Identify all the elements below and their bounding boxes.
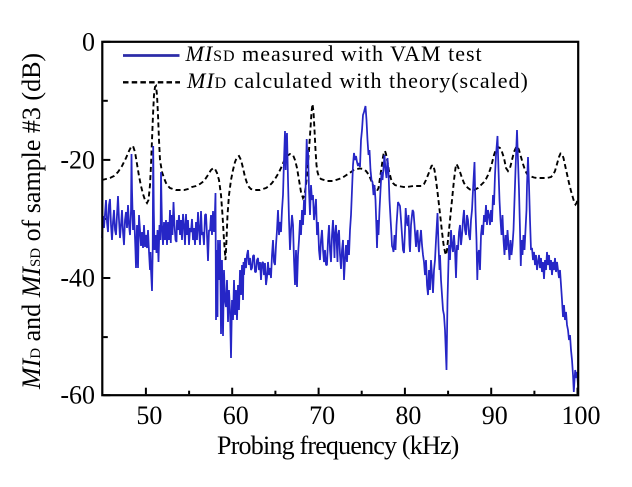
svg-text:90: 90 bbox=[482, 401, 508, 430]
svg-text:80: 80 bbox=[395, 401, 421, 430]
svg-text:-40: -40 bbox=[60, 264, 95, 293]
svg-text:100: 100 bbox=[562, 401, 601, 430]
svg-text:Probing frequency (kHz): Probing frequency (kHz) bbox=[217, 431, 459, 460]
svg-text:60: 60 bbox=[223, 401, 249, 430]
svg-text:70: 70 bbox=[309, 401, 335, 430]
svg-text:MID calculated with theory(sca: MID calculated with theory(scaled) bbox=[186, 68, 529, 93]
svg-text:-60: -60 bbox=[60, 381, 95, 410]
svg-text:50: 50 bbox=[136, 401, 162, 430]
svg-text:MISD measured with VAM test: MISD measured with VAM test bbox=[185, 41, 483, 66]
svg-text:MID and MISD of sample #3 (dB): MID and MISD of sample #3 (dB) bbox=[17, 53, 46, 390]
svg-text:0: 0 bbox=[82, 27, 95, 56]
svg-text:-20: -20 bbox=[60, 145, 95, 174]
